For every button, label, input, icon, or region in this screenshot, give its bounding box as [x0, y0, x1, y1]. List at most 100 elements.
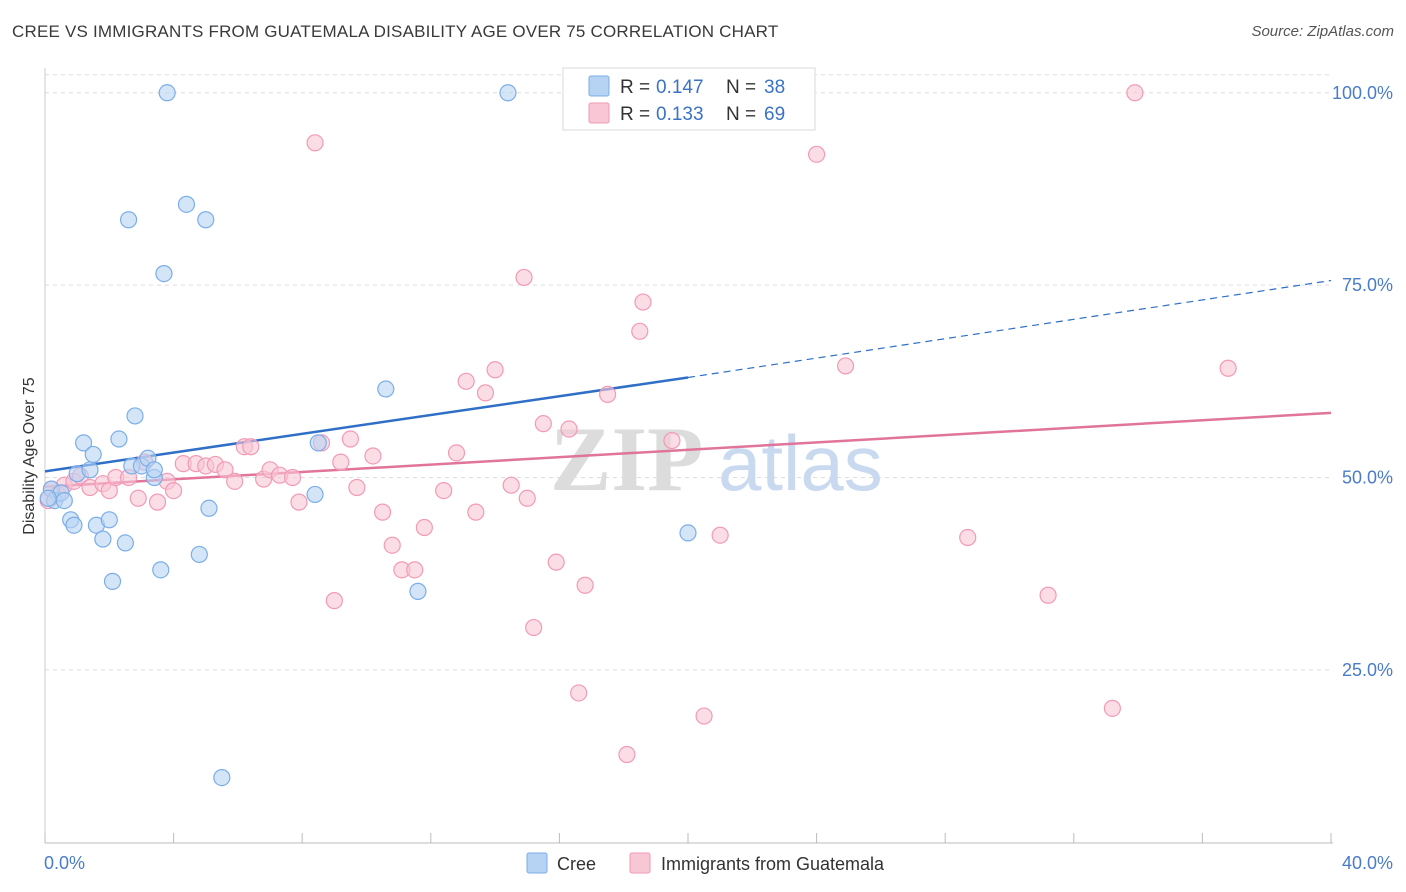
- point-guatemala-56: [599, 385, 617, 404]
- point-cree-5: [65, 516, 83, 534]
- point-guatemala-13: [148, 493, 167, 511]
- point-guatemala-15: [165, 481, 183, 500]
- point-guatemala-49: [518, 489, 536, 507]
- watermark-atlas: atlas: [718, 419, 883, 507]
- point-cree-28: [197, 211, 215, 229]
- point-guatemala-42: [447, 444, 466, 462]
- point-guatemala-46: [486, 361, 504, 379]
- point-guatemala-64: [807, 145, 826, 163]
- point-cree-14: [110, 430, 128, 448]
- point-cree-27: [190, 545, 208, 564]
- point-cree-3: [55, 491, 73, 510]
- point-cree-13: [103, 572, 122, 590]
- point-guatemala-29: [306, 134, 324, 152]
- point-cree-31: [306, 485, 324, 504]
- legend-swatch-guatemala: [588, 102, 610, 124]
- bottom-legend-label-cree: Cree: [557, 854, 596, 874]
- point-cree-23: [152, 561, 170, 579]
- point-guatemala-45: [476, 384, 495, 402]
- point-guatemala-31: [325, 592, 343, 610]
- y-tick-label-3: 100.0%: [1332, 83, 1393, 103]
- series-legend: Cree Immigrants from Guatemala: [526, 852, 885, 874]
- point-guatemala-67: [1039, 586, 1057, 604]
- point-guatemala-40: [415, 518, 433, 537]
- data-points: [39, 84, 1237, 787]
- point-guatemala-44: [467, 503, 485, 521]
- point-guatemala-68: [1103, 699, 1121, 717]
- point-cree-12: [100, 511, 118, 529]
- point-guatemala-59: [634, 293, 652, 311]
- source-credit: Source: ZipAtlas.com: [1251, 23, 1394, 40]
- point-guatemala-62: [711, 526, 729, 544]
- chart-title: CREE VS IMMIGRANTS FROM GUATEMALA DISABI…: [12, 22, 779, 41]
- point-cree-9: [84, 445, 102, 464]
- point-cree-24: [155, 265, 173, 283]
- point-cree-22: [145, 461, 163, 479]
- point-cree-37: [39, 489, 57, 507]
- stats-legend: R = 0.147 N = 38 R = 0.133 N = 69: [562, 67, 816, 131]
- axes: [44, 68, 1333, 844]
- point-guatemala-60: [663, 431, 681, 450]
- point-guatemala-11: [129, 489, 147, 507]
- point-guatemala-61: [695, 707, 713, 725]
- y-axis-label: Disability Age Over 75: [21, 377, 38, 535]
- point-guatemala-33: [341, 430, 360, 448]
- point-cree-18: [126, 407, 144, 425]
- point-cree-29: [200, 499, 218, 517]
- point-cree-34: [409, 582, 427, 600]
- point-cree-15: [116, 534, 134, 552]
- legend-n-value-guatemala: 69: [764, 104, 785, 125]
- point-guatemala-58: [631, 322, 649, 340]
- point-guatemala-50: [525, 618, 543, 637]
- legend-n-label-cree: N =: [726, 77, 756, 98]
- point-guatemala-32: [332, 453, 350, 471]
- bottom-legend-swatch-cree: [526, 852, 548, 874]
- point-guatemala-51: [534, 415, 552, 433]
- legend-swatch-cree: [588, 75, 610, 97]
- point-guatemala-41: [435, 481, 453, 500]
- point-cree-11: [94, 530, 112, 548]
- point-guatemala-54: [570, 684, 588, 702]
- point-guatemala-65: [836, 357, 855, 375]
- point-guatemala-70: [1219, 359, 1237, 377]
- y-tick-label-1: 50.0%: [1342, 468, 1393, 488]
- point-guatemala-47: [502, 476, 520, 494]
- legend-r-value-guatemala: 0.133: [656, 104, 704, 125]
- point-cree-32: [309, 434, 327, 452]
- point-guatemala-69: [1126, 84, 1144, 102]
- point-guatemala-23: [242, 438, 260, 456]
- point-cree-35: [499, 84, 517, 102]
- x-tick-label-1: 40.0%: [1342, 853, 1393, 873]
- point-guatemala-55: [576, 576, 594, 594]
- legend-r-label-cree: R =: [620, 77, 650, 98]
- point-guatemala-57: [618, 745, 636, 764]
- point-guatemala-36: [373, 503, 392, 521]
- point-cree-7: [74, 434, 93, 452]
- grid-lines: [45, 74, 1331, 671]
- legend-r-value-cree: 0.147: [656, 77, 704, 98]
- point-guatemala-37: [383, 536, 401, 554]
- point-cree-8: [81, 461, 99, 479]
- bottom-legend-swatch-guatemala: [629, 852, 651, 874]
- point-guatemala-48: [515, 268, 533, 287]
- y-tick-label-0: 25.0%: [1342, 660, 1393, 680]
- point-cree-16: [119, 211, 138, 229]
- legend-r-label-guatemala: R =: [620, 104, 650, 125]
- point-guatemala-39: [406, 561, 424, 579]
- point-guatemala-34: [348, 478, 366, 497]
- point-guatemala-52: [547, 553, 565, 571]
- point-guatemala-20: [216, 461, 234, 479]
- point-guatemala-35: [364, 447, 382, 465]
- point-guatemala-21: [226, 472, 244, 490]
- point-cree-30: [213, 768, 231, 787]
- point-guatemala-28: [290, 493, 308, 511]
- legend-n-label-guatemala: N =: [726, 104, 756, 125]
- tick-labels: 25.0% 50.0% 75.0% 100.0% 0.0% 40.0%: [44, 83, 1393, 873]
- x-tick-label-0: 0.0%: [44, 853, 85, 873]
- bottom-legend-label-guatemala: Immigrants from Guatemala: [661, 854, 885, 874]
- point-guatemala-43: [457, 372, 475, 390]
- point-cree-33: [377, 380, 395, 398]
- point-guatemala-53: [560, 420, 578, 438]
- legend-n-value-cree: 38: [764, 77, 785, 98]
